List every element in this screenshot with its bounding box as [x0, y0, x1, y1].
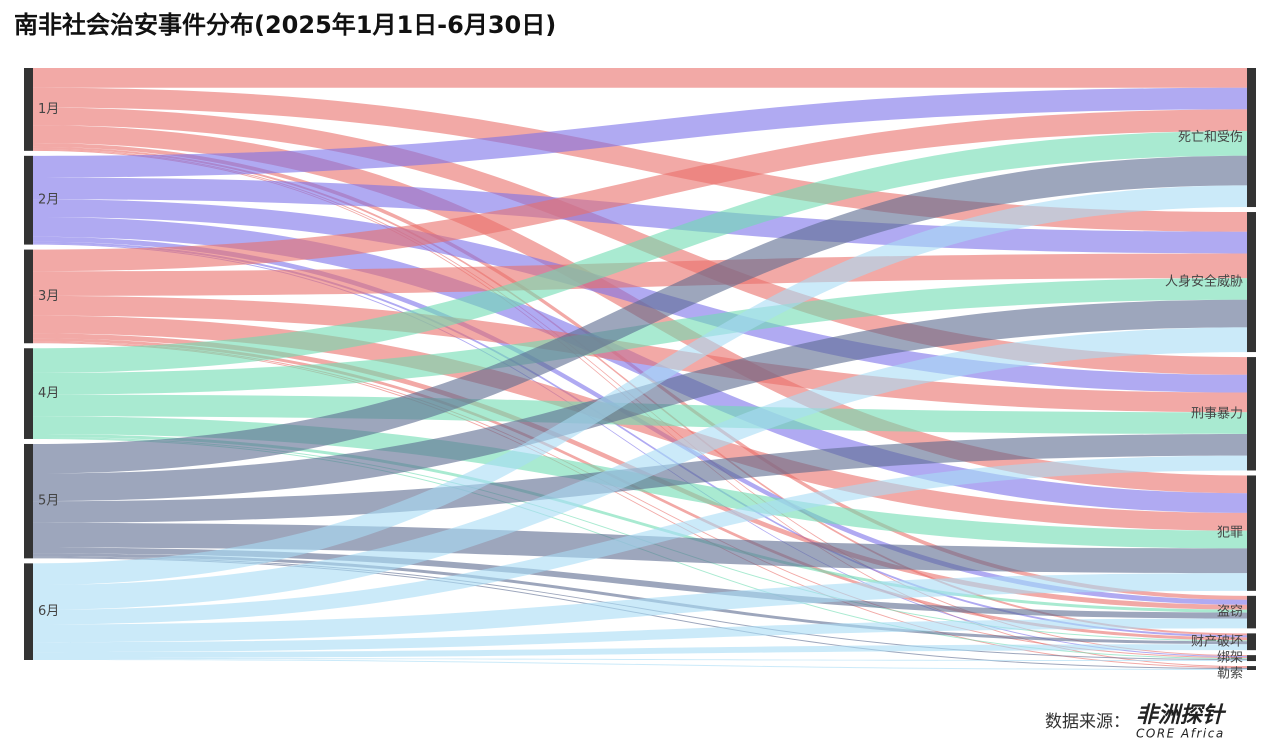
link [33, 68, 1247, 88]
link [33, 199, 1247, 393]
link [33, 658, 1247, 662]
node-label: 4月 [38, 386, 59, 401]
node [24, 348, 33, 439]
link [33, 241, 1247, 638]
node [24, 249, 33, 344]
node-label: 盗窃 [1217, 604, 1243, 620]
node-label: 6月 [38, 604, 59, 619]
link [33, 342, 1247, 669]
link [33, 87, 1247, 232]
node-label: 死亡和受伤 [1178, 130, 1243, 145]
link [33, 295, 1247, 413]
node-label: 刑事暴力 [1191, 406, 1243, 421]
logo: 非洲探针 [1136, 703, 1227, 728]
link [33, 253, 1247, 296]
node [24, 155, 33, 245]
node-label: 人身安全威胁 [1165, 274, 1243, 290]
node-label: 勒索 [1217, 667, 1243, 682]
link [33, 243, 1247, 658]
link [33, 659, 1247, 670]
link [33, 455, 1247, 625]
node-label: 3月 [38, 289, 59, 304]
node-label: 5月 [38, 494, 59, 509]
chart-title: 南非社会治安事件分布(2025年1月1日-6月30日) [14, 11, 556, 39]
link [33, 434, 1247, 613]
node [1247, 475, 1256, 591]
link [33, 327, 1247, 610]
node [24, 68, 33, 151]
link [33, 216, 1247, 513]
node-label: 1月 [38, 102, 59, 117]
source-label: 数据来源： [1045, 712, 1130, 732]
node [1247, 68, 1256, 208]
link [33, 109, 1247, 272]
node [24, 563, 33, 660]
link [33, 185, 1247, 586]
node [1247, 666, 1256, 670]
link [33, 155, 1247, 474]
node-label: 财产破坏 [1191, 634, 1243, 649]
link [33, 341, 1247, 659]
link [33, 131, 1247, 373]
node [1247, 595, 1256, 629]
logo-sub: CORE Africa [1136, 727, 1225, 741]
link [33, 644, 1247, 659]
link [33, 299, 1247, 502]
node [1247, 357, 1256, 471]
link [33, 573, 1247, 643]
link [33, 618, 1247, 653]
node [24, 443, 33, 559]
node-label: 犯罪 [1217, 526, 1243, 541]
node [1247, 633, 1256, 651]
node-label: 绑架 [1217, 651, 1243, 666]
node [1247, 212, 1256, 353]
node [1247, 655, 1256, 662]
link [33, 547, 1247, 619]
link [33, 278, 1247, 395]
node-label: 2月 [38, 193, 59, 208]
links [33, 68, 1247, 670]
link [33, 87, 1247, 178]
